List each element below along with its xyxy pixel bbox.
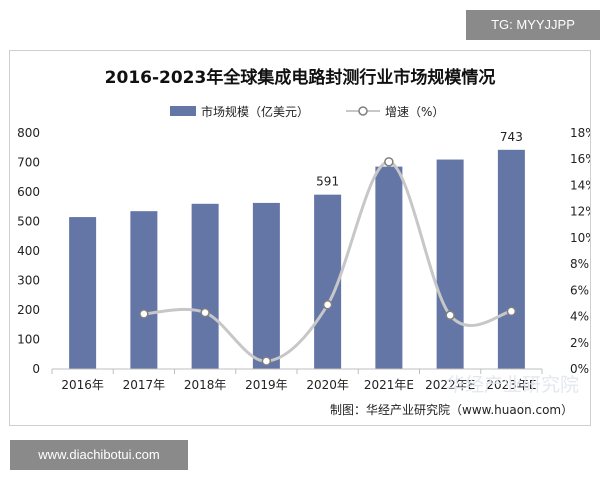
- right-tick-label: 14%: [570, 178, 590, 192]
- growth-point: [261, 356, 272, 366]
- x-tick-label: 2016年: [61, 378, 104, 392]
- watermark: 华经产业研究院: [446, 374, 579, 396]
- x-tick-label: 2021年E: [364, 378, 414, 392]
- growth-point: [139, 309, 149, 319]
- legend-swatch-bar: [170, 106, 196, 116]
- right-tick-label: 12%: [570, 205, 590, 219]
- legend-marker: [358, 106, 368, 116]
- x-tick-label: 2019年: [245, 378, 288, 392]
- x-tick-label: 2022年E: [425, 378, 475, 392]
- growth-line: [139, 157, 517, 366]
- bar: [130, 211, 158, 369]
- right-tick-label: 0%: [570, 362, 589, 376]
- left-tick-label: 600: [17, 185, 40, 199]
- left-tick-label: 700: [17, 156, 40, 170]
- bar: [252, 202, 280, 369]
- right-tick-label: 8%: [570, 257, 589, 271]
- bar-data-label: 743: [500, 130, 523, 144]
- right-tick-label: 10%: [570, 231, 590, 245]
- left-axis: 0 100 200 300 400 500 600 700 800: [17, 126, 40, 376]
- right-tick-label: 6%: [570, 283, 589, 297]
- legend-label-line: 增速（%）: [385, 105, 444, 119]
- x-tick-label: 2023年E: [486, 378, 536, 392]
- growth-point: [384, 157, 394, 167]
- site-badge: www.diachibotui.com: [10, 440, 188, 470]
- left-tick-label: 300: [17, 274, 40, 288]
- left-tick-label: 100: [17, 333, 40, 347]
- chart-card: 2016-2023年全球集成电路封测行业市场规模情况 市场规模（亿美元） 增速（…: [9, 50, 597, 426]
- left-tick-label: 0: [32, 362, 40, 376]
- left-tick-label: 400: [17, 244, 40, 258]
- right-tick-label: 18%: [570, 126, 590, 140]
- growth-point: [506, 306, 517, 317]
- chart: 2016-2023年全球集成电路封测行业市场规模情况 市场规模（亿美元） 增速（…: [17, 67, 597, 417]
- x-tick-label: 2018年: [184, 378, 227, 392]
- bar: [69, 217, 97, 369]
- legend-label-bar: 市场规模（亿美元）: [201, 104, 309, 119]
- growth-point: [322, 300, 333, 310]
- legend: 市场规模（亿美元） 增速（%）: [170, 104, 444, 119]
- x-tick-label: 2017年: [123, 378, 166, 392]
- tg-badge: TG: MYYJJPP: [466, 10, 600, 40]
- left-tick-label: 800: [17, 126, 40, 140]
- right-tick-label: 2%: [570, 336, 589, 350]
- chart-title: 2016-2023年全球集成电路封测行业市场规模情况: [105, 67, 496, 88]
- bar: [191, 203, 219, 369]
- growth-point: [445, 310, 455, 320]
- bar: [436, 159, 464, 369]
- growth-point: [200, 307, 210, 318]
- right-tick-label: 4%: [570, 310, 589, 324]
- right-tick-label: 16%: [570, 152, 590, 166]
- left-tick-label: 500: [17, 215, 40, 229]
- bar-data-label: 591: [316, 175, 339, 189]
- x-axis: 2016年 2017年 2018年 2019年 2020年 2021年E 2022年E 202…: [51, 368, 543, 392]
- right-axis: 0% 2% 4% 6% 8% 10% 12% 14% 16% 18%: [570, 126, 597, 376]
- left-tick-label: 200: [17, 303, 40, 317]
- bar: [497, 149, 525, 369]
- x-tick-label: 2020年: [306, 378, 349, 392]
- bar: [375, 166, 403, 369]
- bars: 591 743: [69, 130, 525, 369]
- source-note: 制图：华经产业研究院（www.huaon.com）: [330, 402, 573, 417]
